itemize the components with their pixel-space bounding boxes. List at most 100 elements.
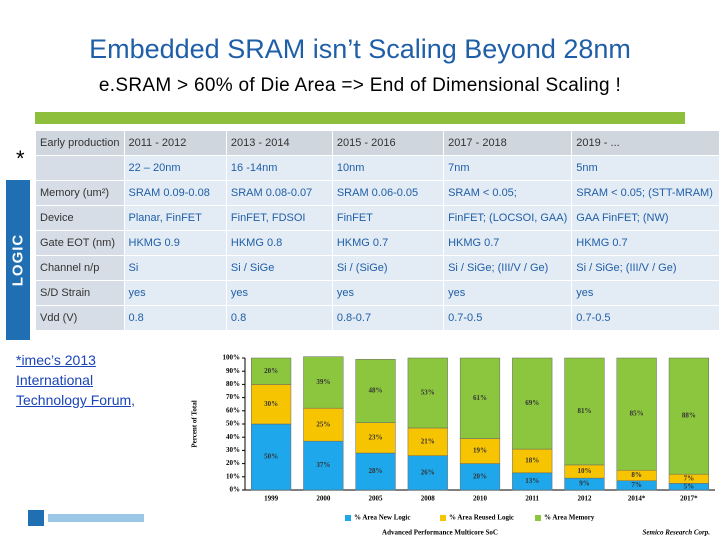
table-cell: FinFET; (LOCSOI, GAA) — [443, 205, 573, 231]
y-tick-label: 80% — [226, 380, 240, 388]
table-row: S/D Strain yes yes yes yes yes — [35, 280, 720, 306]
y-tick-label: 70% — [226, 393, 240, 401]
table-cell: HKMG 0.9 — [123, 230, 227, 256]
bar-segment — [668, 357, 709, 475]
table-cell: FinFET, FDSOI — [225, 205, 333, 231]
value-label: 37% — [316, 461, 330, 469]
legend-label: % Area Reused Logic — [449, 514, 514, 522]
bar-segment — [407, 455, 448, 491]
legend-label: % Area New Logic — [354, 514, 410, 522]
value-label: 85% — [630, 410, 644, 418]
asterisk: * — [16, 146, 25, 171]
table-cell: SRAM 0.06-0.05 — [331, 180, 445, 206]
table-cell: 16 -14nm — [225, 155, 333, 181]
table-cell: yes — [443, 280, 573, 306]
legend-label: % Area Memory — [544, 514, 595, 522]
x-tick-label: 1999 — [264, 495, 279, 503]
table-cell: HKMG 0.7 — [331, 230, 445, 256]
bar-chart: 0% 10% 20% 30% 40% 50% 60% 70% 80% 90% 100% Percent… — [191, 354, 715, 537]
value-label: 10% — [577, 467, 591, 475]
bar-segment — [355, 422, 396, 454]
roadmap-table: Early production 2011 - 2012 2013 - 2014 20… — [35, 130, 720, 331]
y-tick-label: 50% — [226, 420, 240, 428]
table-cell: 7nm — [443, 155, 573, 181]
bar-segment — [251, 357, 292, 385]
table-cell: Planar, FinFET — [123, 205, 227, 231]
table-cell: 0.7-0.5 — [571, 305, 720, 331]
logo — [28, 510, 144, 526]
legend-swatch — [345, 515, 351, 521]
value-label: 18% — [525, 457, 539, 465]
table-cell — [35, 155, 125, 181]
table-cell: 0.8 — [123, 305, 227, 331]
side-label-text: LOGIC — [9, 233, 27, 287]
y-tick-label: 10% — [226, 472, 240, 480]
table-cell: 2013 - 2014 — [225, 130, 333, 156]
table-cell: Channel n/p — [35, 255, 125, 281]
table-cell: yes — [225, 280, 333, 306]
x-tick-label: 2014* — [628, 495, 646, 503]
bar-segment — [616, 357, 657, 471]
x-tick-label: 2017* — [680, 495, 698, 503]
logo-mark — [48, 514, 144, 522]
x-tick-label: 2008 — [421, 495, 436, 503]
value-label: 50% — [264, 453, 278, 461]
bar-segment — [355, 452, 396, 491]
table-cell: Si / SiGe; (III/V / Ge) — [571, 255, 720, 281]
table-cell: yes — [331, 280, 445, 306]
value-label: 9% — [579, 480, 590, 488]
value-label: 25% — [316, 420, 330, 428]
accent-bar — [35, 112, 685, 124]
value-label: 21% — [421, 437, 435, 445]
value-label: 19% — [473, 447, 487, 455]
table-cell: 0.7-0.5 — [443, 305, 573, 331]
table-row: Gate EOT (nm) HKMG 0.9 HKMG 0.8 HKMG 0.7 HKM… — [35, 230, 720, 256]
table-cell: 2011 - 2012 — [123, 130, 227, 156]
table-cell: HKMG 0.8 — [225, 230, 333, 256]
table-cell: Memory (um²) — [35, 180, 125, 206]
table-cell: S/D Strain — [35, 280, 125, 306]
y-axis-title: Percent of Total — [191, 400, 199, 447]
value-label: 81% — [577, 407, 591, 415]
table-cell: SRAM 0.09-0.08 — [123, 180, 227, 206]
table-cell: 2019 - ... — [571, 130, 720, 156]
table-row: Vdd (V) 0.8 0.8 0.8-0.7 0.7-0.5 0.7-0.5 — [35, 305, 720, 331]
source: Semico Research Corp. — [643, 529, 711, 537]
bar-segment — [251, 384, 292, 425]
table-cell: 5nm — [571, 155, 720, 181]
table-cell: Vdd (V) — [35, 305, 125, 331]
bar-segment — [355, 359, 396, 423]
title: Embedded SRAM isn’t Scaling Beyond 28nm — [89, 34, 631, 64]
value-label: 8% — [631, 471, 642, 479]
legend-swatch — [440, 515, 446, 521]
bar-segment — [251, 423, 292, 491]
table-cell: 2015 - 2016 — [331, 130, 445, 156]
value-label: 61% — [473, 394, 487, 402]
table-cell: yes — [123, 280, 227, 306]
y-tick-label: 20% — [226, 459, 240, 467]
bar-segment — [459, 357, 501, 439]
table-cell: HKMG 0.7 — [571, 230, 720, 256]
value-label: 30% — [264, 400, 278, 408]
side-label: LOGIC — [6, 180, 30, 340]
value-label: 48% — [369, 387, 383, 395]
bar-segment — [459, 438, 501, 464]
logo-mark — [28, 510, 44, 526]
table-row: 22 – 20nm 16 -14nm 10nm 7nm 5nm — [35, 155, 720, 181]
table-cell: Si / (SiGe) — [331, 255, 445, 281]
table-cell: 2017 - 2018 — [443, 130, 573, 156]
subtitle: e.SRAM > 60% of Die Area => End of Dimen… — [98, 75, 622, 96]
table-cell: 10nm — [331, 155, 445, 181]
value-label: 20% — [264, 367, 278, 375]
x-tick-label: 2012 — [577, 495, 592, 503]
table-row: Device Planar, FinFET FinFET, FDSOI FinFET F… — [35, 205, 720, 231]
table-cell: yes — [571, 280, 720, 306]
value-label: 5% — [684, 482, 695, 490]
bar-segment — [459, 463, 501, 491]
footnote-link[interactable]: *imec’s 2013 International Technology Fo… — [16, 352, 136, 408]
table-cell: Gate EOT (nm) — [35, 230, 125, 256]
table-cell: HKMG 0.7 — [443, 230, 573, 256]
table-cell: Early production — [35, 130, 125, 156]
value-label: 7% — [631, 481, 642, 489]
